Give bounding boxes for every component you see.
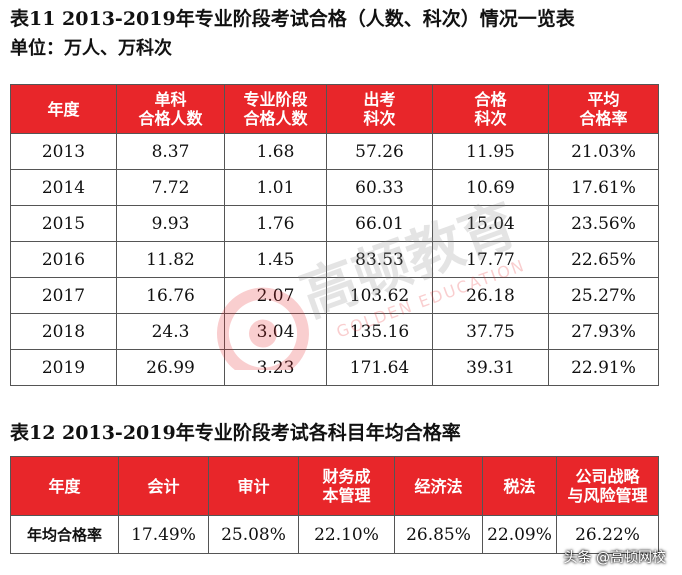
table-cell: 22.65% [548, 241, 659, 278]
table-cell: 103.62 [326, 277, 433, 314]
table11-header-row: 年度 单科 合格人数 专业阶段 合格人数 出考 科次 合格 科次 平均 合格率 [10, 84, 659, 134]
table12: 年度 会计 审计 财务成 本管理 经济法 税法 公司战略 与风险管理 年均合格率 17.49% 2… [10, 456, 659, 554]
table-cell: 2018 [10, 313, 117, 350]
column-header-line: 科次 [363, 109, 396, 128]
table11: 年度 单科 合格人数 专业阶段 合格人数 出考 科次 合格 科次 平均 合格率 2013 8.37 1.… [10, 84, 659, 386]
column-header: 出考 科次 [326, 84, 433, 134]
column-header: 经济法 [394, 456, 483, 516]
column-header: 审计 [208, 456, 299, 516]
table12-header-row: 年度 会计 审计 财务成 本管理 经济法 税法 公司战略 与风险管理 [10, 456, 659, 516]
table11-title: 表11 2013-2019年专业阶段考试合格（人数、科次）情况一览表 [10, 8, 575, 30]
column-header-line: 合格人数 [138, 109, 203, 128]
table-cell: 1.76 [224, 205, 327, 242]
column-header-line: 合格率 [579, 109, 628, 128]
table-cell: 17.49% [118, 515, 209, 554]
column-header-line: 审计 [237, 476, 270, 496]
table-cell: 25.08% [208, 515, 299, 554]
table-cell: 2015 [10, 205, 117, 242]
column-header-line: 会计 [147, 476, 180, 496]
table-cell: 66.01 [326, 205, 433, 242]
table-cell: 171.64 [326, 349, 433, 386]
column-header: 合格 科次 [432, 84, 549, 134]
table-row: 2016 11.82 1.45 83.53 17.77 22.65% [10, 241, 659, 278]
column-header-line: 与风险管理 [567, 486, 648, 505]
table-cell: 11.95 [432, 133, 549, 170]
source-credit: 头条 @高顿网校 [563, 550, 666, 566]
column-header-line: 合格人数 [243, 109, 308, 128]
table-cell: 3.23 [224, 349, 327, 386]
table-cell: 15.04 [432, 205, 549, 242]
table-cell: 17.77 [432, 241, 549, 278]
table-cell: 1.68 [224, 133, 327, 170]
table-cell: 11.82 [116, 241, 225, 278]
column-header-line: 财务成 [322, 467, 371, 486]
column-header-line: 年度 [47, 99, 80, 119]
table-cell: 26.22% [556, 515, 659, 554]
table-cell: 7.72 [116, 169, 225, 206]
column-header-line: 年度 [48, 476, 81, 496]
table-cell: 3.04 [224, 313, 327, 350]
column-header: 税法 [482, 456, 557, 516]
table-cell: 2.07 [224, 277, 327, 314]
column-header-line: 平均 [587, 90, 620, 109]
table-cell: 37.75 [432, 313, 549, 350]
column-header-line: 单科 [154, 90, 187, 109]
table-row: 2019 26.99 3.23 171.64 39.31 22.91% [10, 349, 659, 386]
column-header: 公司战略 与风险管理 [556, 456, 659, 516]
column-header: 平均 合格率 [548, 84, 659, 134]
table-cell: 60.33 [326, 169, 433, 206]
table-cell: 26.85% [394, 515, 483, 554]
row-label: 年均合格率 [10, 515, 119, 554]
table-cell: 2017 [10, 277, 117, 314]
table-row: 2014 7.72 1.01 60.33 10.69 17.61% [10, 169, 659, 206]
table-cell: 27.93% [548, 313, 659, 350]
table-cell: 23.56% [548, 205, 659, 242]
table11-unit: 单位：万人、万科次 [10, 38, 172, 59]
table-cell: 22.10% [298, 515, 395, 554]
column-header-line: 合格 [474, 90, 507, 109]
table-cell: 8.37 [116, 133, 225, 170]
table-cell: 26.18 [432, 277, 549, 314]
table-cell: 26.99 [116, 349, 225, 386]
table-cell: 2016 [10, 241, 117, 278]
column-header-line: 税法 [503, 476, 536, 496]
table-row: 2013 8.37 1.68 57.26 11.95 21.03% [10, 133, 659, 170]
table-cell: 10.69 [432, 169, 549, 206]
column-header-line: 科次 [474, 109, 507, 128]
table12-title: 表12 2013-2019年专业阶段考试各科目年均合格率 [10, 422, 461, 444]
table-cell: 1.45 [224, 241, 327, 278]
column-header: 财务成 本管理 [298, 456, 395, 516]
table-cell: 2014 [10, 169, 117, 206]
column-header-line: 经济法 [414, 476, 463, 496]
table-cell: 1.01 [224, 169, 327, 206]
table-cell: 57.26 [326, 133, 433, 170]
table-cell: 17.61% [548, 169, 659, 206]
table-row: 2017 16.76 2.07 103.62 26.18 25.27% [10, 277, 659, 314]
table-cell: 2019 [10, 349, 117, 386]
column-header-line: 本管理 [322, 486, 371, 505]
column-header: 年度 [10, 456, 119, 516]
table-row: 年均合格率 17.49% 25.08% 22.10% 26.85% 22.09% 26.2… [10, 515, 659, 554]
table-row: 2018 24.3 3.04 135.16 37.75 27.93% [10, 313, 659, 350]
table-cell: 25.27% [548, 277, 659, 314]
table-cell: 39.31 [432, 349, 549, 386]
column-header: 年度 [10, 84, 117, 134]
column-header-line: 专业阶段 [243, 90, 308, 109]
table-cell: 24.3 [116, 313, 225, 350]
table-cell: 83.53 [326, 241, 433, 278]
column-header: 会计 [118, 456, 209, 516]
table-cell: 22.09% [482, 515, 557, 554]
table-cell: 2013 [10, 133, 117, 170]
column-header: 专业阶段 合格人数 [224, 84, 327, 134]
table-cell: 22.91% [548, 349, 659, 386]
table-cell: 21.03% [548, 133, 659, 170]
column-header-line: 出考 [363, 90, 396, 109]
table-row: 2015 9.93 1.76 66.01 15.04 23.56% [10, 205, 659, 242]
table-cell: 135.16 [326, 313, 433, 350]
table-cell: 9.93 [116, 205, 225, 242]
column-header: 单科 合格人数 [116, 84, 225, 134]
table-cell: 16.76 [116, 277, 225, 314]
column-header-line: 公司战略 [575, 467, 640, 486]
